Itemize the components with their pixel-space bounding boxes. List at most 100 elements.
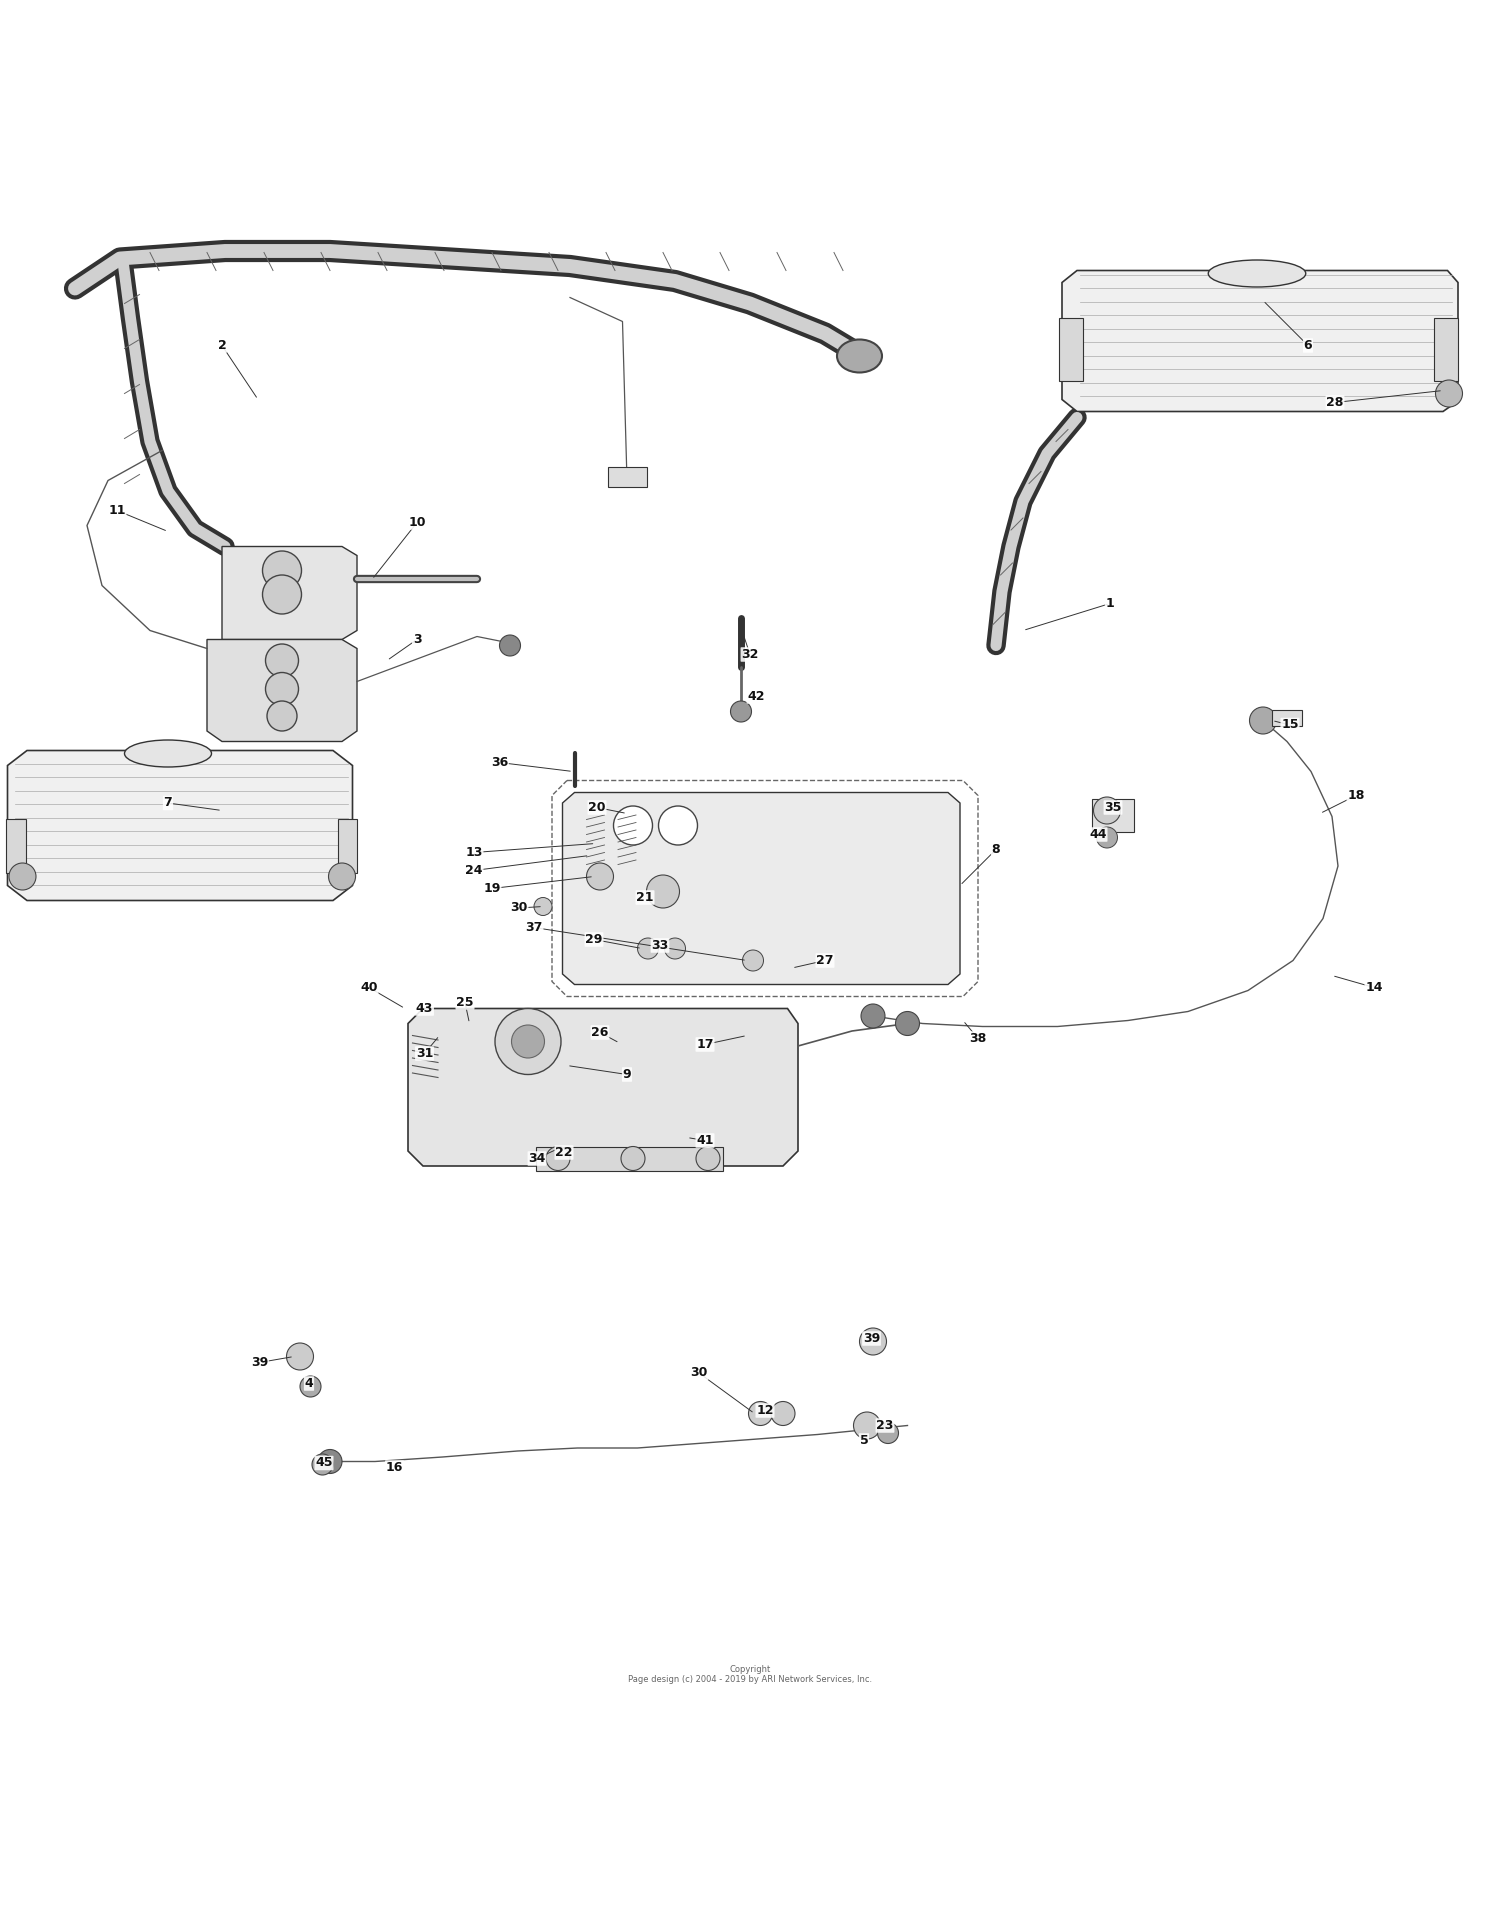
Text: 39: 39 (862, 1332, 880, 1345)
Text: 18: 18 (1347, 788, 1365, 802)
Text: 23: 23 (876, 1418, 894, 1432)
Text: 19: 19 (483, 883, 501, 894)
Circle shape (266, 673, 298, 705)
Text: Copyright
Page design (c) 2004 - 2019 by ARI Network Services, Inc.: Copyright Page design (c) 2004 - 2019 by… (628, 1665, 872, 1684)
Text: 43: 43 (416, 1002, 434, 1016)
Circle shape (328, 863, 356, 890)
Text: 45: 45 (315, 1457, 333, 1470)
Circle shape (9, 863, 36, 890)
Text: 12: 12 (756, 1405, 774, 1416)
Text: 44: 44 (1089, 829, 1107, 840)
Circle shape (286, 1343, 314, 1370)
Text: 38: 38 (969, 1033, 987, 1044)
Text: 5: 5 (859, 1434, 868, 1447)
Text: 22: 22 (555, 1147, 573, 1158)
Text: 33: 33 (651, 938, 669, 952)
Polygon shape (207, 640, 357, 742)
Circle shape (318, 1449, 342, 1474)
Circle shape (266, 644, 298, 676)
Circle shape (664, 938, 686, 960)
Circle shape (696, 1147, 720, 1170)
Circle shape (546, 1147, 570, 1170)
Circle shape (638, 938, 658, 960)
Circle shape (621, 1147, 645, 1170)
Text: 3: 3 (413, 632, 422, 646)
Circle shape (262, 574, 302, 615)
Circle shape (748, 1401, 772, 1426)
Text: 30: 30 (690, 1366, 708, 1380)
Polygon shape (408, 1008, 798, 1166)
Text: 36: 36 (490, 755, 508, 769)
Circle shape (861, 1004, 885, 1027)
Bar (338, 819, 357, 873)
Text: 35: 35 (1104, 802, 1122, 813)
Circle shape (658, 805, 698, 846)
Text: 7: 7 (164, 796, 172, 809)
Text: 31: 31 (416, 1046, 434, 1060)
Text: 27: 27 (816, 954, 834, 967)
Circle shape (646, 875, 680, 908)
Text: 29: 29 (585, 933, 603, 946)
Text: 6: 6 (1304, 339, 1312, 353)
Text: 28: 28 (1326, 397, 1344, 409)
Ellipse shape (1209, 260, 1305, 287)
Circle shape (495, 1008, 561, 1075)
Text: PartsTree: PartsTree (672, 917, 828, 950)
Polygon shape (562, 792, 960, 985)
Circle shape (1096, 827, 1118, 848)
Circle shape (896, 1012, 920, 1035)
Circle shape (730, 701, 752, 723)
Text: 1: 1 (1106, 597, 1114, 611)
Text: 39: 39 (251, 1357, 268, 1368)
Text: 34: 34 (528, 1152, 546, 1166)
Circle shape (771, 1401, 795, 1426)
Text: 42: 42 (747, 690, 765, 703)
Text: 14: 14 (1365, 981, 1383, 994)
Text: 37: 37 (525, 921, 543, 935)
Text: 10: 10 (408, 516, 426, 530)
Circle shape (853, 1412, 880, 1439)
Circle shape (878, 1422, 898, 1443)
Circle shape (859, 1328, 886, 1355)
Bar (1434, 318, 1458, 382)
Text: 21: 21 (636, 890, 654, 904)
Ellipse shape (837, 339, 882, 372)
Bar (536, 1147, 723, 1170)
Circle shape (312, 1455, 333, 1474)
Text: 30: 30 (510, 902, 528, 915)
Text: 25: 25 (456, 996, 474, 1010)
Text: 9: 9 (622, 1068, 632, 1081)
Circle shape (512, 1025, 544, 1058)
Text: 16: 16 (386, 1461, 404, 1474)
Text: 13: 13 (465, 846, 483, 859)
Bar (1272, 709, 1302, 726)
Circle shape (267, 701, 297, 730)
Text: 17: 17 (696, 1039, 714, 1050)
Bar (608, 466, 646, 486)
Circle shape (614, 805, 652, 846)
Text: 4: 4 (304, 1378, 313, 1389)
Polygon shape (222, 547, 357, 640)
Text: 24: 24 (465, 863, 483, 877)
Text: 15: 15 (1281, 719, 1299, 732)
Text: 11: 11 (108, 505, 126, 516)
Circle shape (1436, 380, 1462, 407)
Text: 26: 26 (591, 1025, 609, 1039)
Circle shape (1094, 798, 1120, 825)
Polygon shape (8, 750, 352, 900)
Text: 20: 20 (588, 802, 606, 813)
Ellipse shape (124, 740, 211, 767)
Circle shape (586, 863, 613, 890)
Circle shape (500, 636, 520, 655)
Bar (1059, 318, 1083, 382)
Bar (6, 819, 26, 873)
Circle shape (1250, 707, 1276, 734)
Circle shape (742, 950, 764, 971)
Text: 2: 2 (217, 339, 226, 353)
Circle shape (300, 1376, 321, 1397)
Text: 41: 41 (696, 1133, 714, 1147)
Text: 40: 40 (360, 981, 378, 994)
Text: 8: 8 (992, 842, 1000, 856)
Circle shape (262, 551, 302, 590)
Text: 32: 32 (741, 647, 759, 661)
